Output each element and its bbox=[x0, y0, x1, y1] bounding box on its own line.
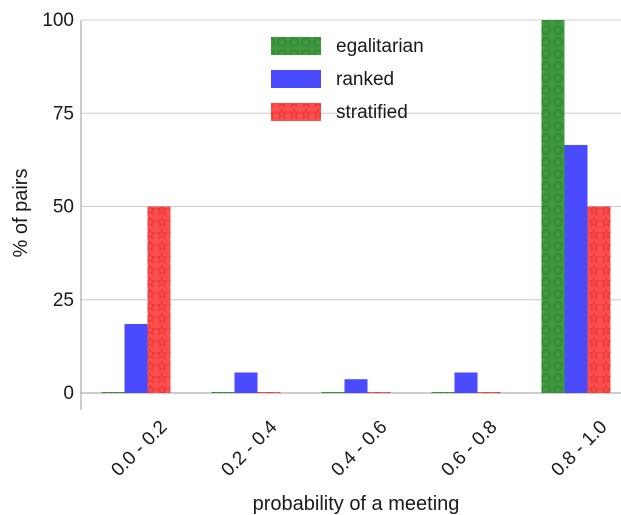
bar-egalitarian-3 bbox=[431, 392, 455, 393]
bar-ranked-1 bbox=[234, 372, 258, 393]
x-tick-label: 0.0 - 0.2 bbox=[107, 417, 171, 481]
x-tick-label: 0.8 - 1.0 bbox=[547, 417, 611, 481]
y-tick-label: 0 bbox=[63, 383, 74, 404]
bar-egalitarian-0 bbox=[101, 392, 125, 393]
bar-stratified-4 bbox=[587, 206, 611, 393]
bar-egalitarian-2 bbox=[321, 392, 345, 393]
y-tick-label: 25 bbox=[53, 290, 74, 311]
legend-swatch-ranked bbox=[271, 70, 321, 88]
bar-ranked-0 bbox=[124, 323, 148, 393]
bar-egalitarian-1 bbox=[211, 392, 235, 393]
bars bbox=[101, 20, 611, 393]
x-tick-label: 0.6 - 0.8 bbox=[437, 417, 501, 481]
bar-egalitarian-4 bbox=[541, 20, 565, 393]
bar-stratified-2 bbox=[367, 392, 391, 393]
y-tick-label: 75 bbox=[53, 103, 74, 124]
legend-label-ranked: ranked bbox=[336, 69, 394, 90]
gridlines bbox=[81, 19, 621, 301]
bar-ranked-4 bbox=[564, 144, 588, 393]
legend-label-egalitarian: egalitarian bbox=[336, 36, 424, 57]
x-tick-label: 0.2 - 0.4 bbox=[217, 416, 281, 480]
x-tick-label: 0.4 - 0.6 bbox=[327, 417, 391, 481]
legend-swatch-egalitarian bbox=[271, 37, 321, 55]
x-axis-title: probability of a meeting bbox=[253, 493, 460, 515]
bar-stratified-0 bbox=[147, 206, 171, 393]
y-tick-labels: 0 25 50 75 100 bbox=[42, 10, 74, 404]
legend-label-stratified: stratified bbox=[336, 102, 408, 123]
bar-stratified-1 bbox=[257, 392, 281, 393]
x-tick-labels: 0.0 - 0.2 0.2 - 0.4 0.4 - 0.6 0.6 - 0.8 0.8 … bbox=[107, 416, 611, 480]
bar-ranked-2 bbox=[344, 379, 368, 393]
bar-stratified-3 bbox=[477, 392, 501, 393]
legend: egalitarian ranked stratified bbox=[271, 36, 424, 123]
y-axis-title: % of pairs bbox=[10, 169, 32, 258]
y-tick-label: 100 bbox=[42, 10, 74, 31]
bar-ranked-3 bbox=[454, 372, 478, 393]
legend-swatch-stratified bbox=[271, 103, 321, 121]
y-tick-label: 50 bbox=[53, 197, 74, 218]
